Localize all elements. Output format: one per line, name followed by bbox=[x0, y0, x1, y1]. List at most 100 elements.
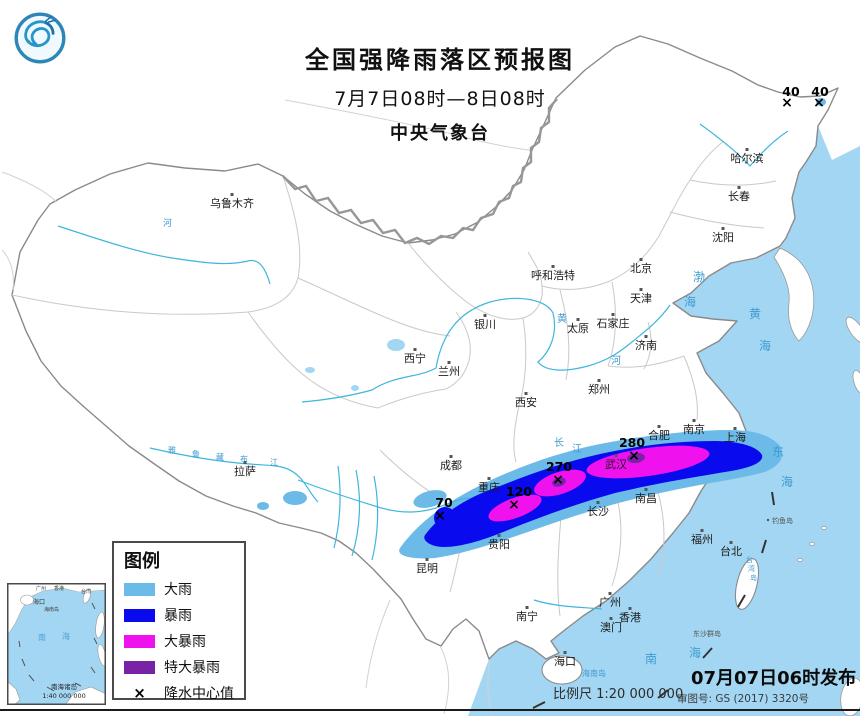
city-dot bbox=[413, 348, 417, 351]
city-label: 西宁 bbox=[404, 351, 426, 365]
inset-label: 广州 bbox=[36, 585, 46, 592]
city-label: 贵阳 bbox=[488, 538, 510, 551]
issue-time: 07月07日06时发布 bbox=[691, 668, 857, 689]
city-label: 长春 bbox=[728, 190, 750, 203]
inset-mainland bbox=[7, 583, 106, 637]
city-label: 太原 bbox=[567, 322, 589, 335]
city-dot bbox=[596, 501, 600, 504]
sea-label: 海 bbox=[689, 645, 701, 660]
sea-label: 雅 bbox=[168, 445, 176, 455]
sea-label: 台 bbox=[746, 555, 753, 564]
inset-label: 南 bbox=[38, 632, 46, 642]
sea-label: 鲁 bbox=[192, 449, 200, 459]
sea-label: 河 bbox=[611, 355, 621, 367]
rain-center-mark: × bbox=[628, 448, 640, 464]
issuing-agency: 中央气象台 bbox=[390, 123, 490, 144]
city-dot bbox=[487, 477, 491, 480]
city-dot bbox=[576, 318, 580, 321]
rain-center-values: 40×40×70×120×270×280× bbox=[434, 84, 829, 524]
legend-items: 大雨 暴雨 大暴雨 特大暴雨 × 降水中心值 bbox=[124, 576, 244, 706]
city-dot bbox=[608, 592, 612, 595]
legend-item: 特大暴雨 bbox=[124, 654, 244, 680]
sea-label: 河 bbox=[163, 217, 172, 229]
city-dot bbox=[733, 427, 737, 430]
china-islands bbox=[541, 558, 760, 685]
city-dot bbox=[449, 455, 453, 458]
inset-label: 海 bbox=[62, 631, 70, 641]
city-dot bbox=[729, 541, 733, 544]
sea-label: 藏 bbox=[216, 452, 224, 462]
sea-label: 江 bbox=[270, 458, 278, 467]
forecast-period: 7月7日08时—8日08时 bbox=[334, 88, 546, 110]
inset-label: 1:40 000 000 bbox=[42, 692, 86, 700]
sea-label: 渤 bbox=[693, 270, 705, 284]
city-label: 台北 bbox=[720, 544, 742, 558]
sea-label: 东 bbox=[772, 445, 784, 459]
legend-symbol: × bbox=[133, 684, 146, 702]
city-dot bbox=[551, 265, 555, 268]
dragon-body bbox=[24, 20, 51, 48]
sea-label: 布 bbox=[240, 454, 248, 464]
sea-label: 黄 bbox=[749, 307, 761, 321]
rain-center-mark: × bbox=[781, 95, 793, 111]
city-dot bbox=[628, 607, 632, 610]
inset-taiwan bbox=[82, 588, 92, 604]
legend-swatch bbox=[124, 582, 155, 596]
legend: 图例 大雨 暴雨 大暴雨 特大暴雨 × 降水中心值 bbox=[112, 541, 246, 702]
city-label: 南京 bbox=[683, 422, 705, 436]
city-dot bbox=[639, 258, 643, 261]
map-scale: 比例尺 1:20 000 000 bbox=[553, 687, 684, 702]
city-dot bbox=[230, 193, 234, 196]
inset-label: 台湾 bbox=[81, 588, 91, 595]
sea-label: 海 bbox=[781, 474, 793, 489]
city-dot bbox=[639, 288, 643, 291]
city-label: 长沙 bbox=[587, 505, 609, 518]
hainan-island bbox=[541, 655, 583, 685]
inset-label: 海口 bbox=[33, 598, 45, 606]
city-label: 香港 bbox=[619, 611, 641, 624]
city-dot bbox=[243, 461, 247, 464]
china-outline bbox=[11, 35, 839, 660]
city-label: 呼和浩特 bbox=[531, 268, 575, 282]
sea-label: 岛 bbox=[750, 573, 757, 582]
inset-hainan bbox=[20, 594, 34, 606]
rain-center-value: 40 bbox=[811, 84, 829, 99]
legend-label: 特大暴雨 bbox=[164, 660, 220, 676]
legend-label: 大雨 bbox=[164, 582, 192, 598]
map-header: 全国强降雨落区预报图 7月7日08时—8日08时 中央气象台 bbox=[260, 40, 620, 145]
city-dot bbox=[525, 606, 529, 609]
legend-item: 大雨 bbox=[124, 576, 244, 602]
city-label: 武汉 bbox=[605, 458, 627, 471]
city-dot bbox=[447, 361, 451, 364]
inset-borneo bbox=[64, 686, 106, 705]
city-label: 拉萨 bbox=[234, 464, 256, 478]
city-label: 福州 bbox=[691, 532, 713, 546]
map-frame-bottom bbox=[0, 709, 860, 711]
rain-center-value: 270 bbox=[546, 459, 572, 474]
city-dot bbox=[737, 186, 741, 189]
city-dot bbox=[563, 651, 567, 654]
city-label: 广州 bbox=[599, 596, 621, 609]
city-dot bbox=[692, 419, 696, 422]
province-borders bbox=[11, 140, 777, 617]
island-label: 东沙群岛 bbox=[693, 629, 721, 638]
city-dot bbox=[745, 148, 749, 151]
taiwan-island bbox=[734, 558, 760, 610]
city-label: 西安 bbox=[515, 395, 537, 409]
rain-extreme-layer bbox=[552, 452, 645, 487]
city-dot bbox=[611, 313, 615, 316]
city-dot bbox=[614, 454, 618, 457]
legend-title: 图例 bbox=[124, 551, 160, 572]
city-label: 昆明 bbox=[416, 562, 438, 575]
sea-labels: 渤海黄海东海南 海长江黄河河雅鲁藏布江台湾岛海南岛 bbox=[163, 217, 793, 678]
inset-indochina bbox=[7, 680, 21, 705]
city-dot bbox=[483, 314, 487, 317]
dragon-horns bbox=[44, 15, 56, 23]
page-title: 全国强降雨落区预报图 bbox=[305, 46, 575, 74]
city-dot bbox=[597, 379, 601, 382]
city-label: 海口 bbox=[554, 654, 576, 668]
dragon-tail bbox=[45, 21, 55, 35]
